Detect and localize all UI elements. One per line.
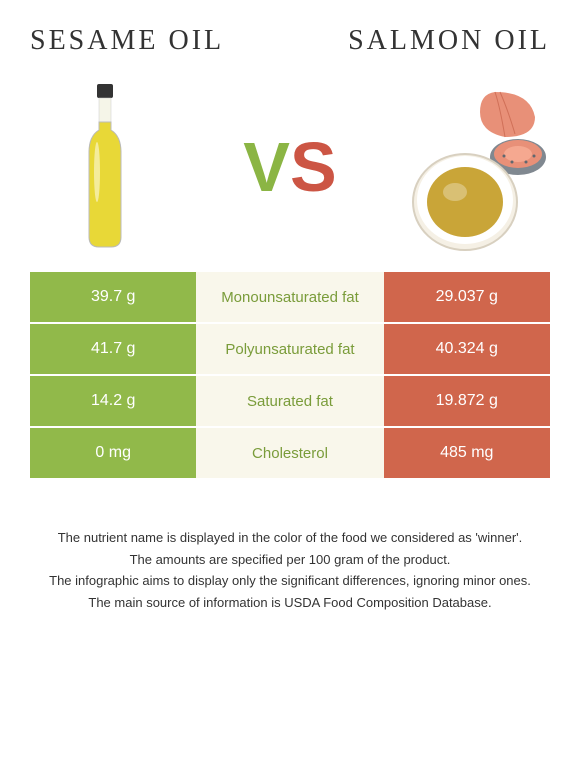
cell-right-value: 29.037 g bbox=[384, 272, 550, 322]
cell-left-value: 14.2 g bbox=[30, 376, 196, 426]
cell-right-value: 19.872 g bbox=[384, 376, 550, 426]
table-row: 39.7 gMonounsaturated fat29.037 g bbox=[30, 272, 550, 322]
images-row: VS bbox=[30, 77, 550, 257]
footer-line-4: The main source of information is USDA F… bbox=[40, 593, 540, 613]
cell-left-value: 41.7 g bbox=[30, 324, 196, 374]
salmon-oil-image bbox=[400, 77, 550, 257]
title-right: Salmon oil bbox=[348, 25, 550, 57]
comparison-table: 39.7 gMonounsaturated fat29.037 g41.7 gP… bbox=[30, 272, 550, 478]
footer-line-1: The nutrient name is displayed in the co… bbox=[40, 528, 540, 548]
table-row: 0 mgCholesterol485 mg bbox=[30, 428, 550, 478]
table-row: 14.2 gSaturated fat19.872 g bbox=[30, 376, 550, 426]
cell-right-value: 485 mg bbox=[384, 428, 550, 478]
cell-nutrient-name: Monounsaturated fat bbox=[196, 272, 383, 322]
cell-left-value: 39.7 g bbox=[30, 272, 196, 322]
cell-right-value: 40.324 g bbox=[384, 324, 550, 374]
title-left: Sesame oil bbox=[30, 25, 224, 57]
vs-s-letter: S bbox=[290, 128, 337, 206]
table-row: 41.7 gPolyunsaturated fat40.324 g bbox=[30, 324, 550, 374]
sesame-oil-image bbox=[30, 77, 180, 257]
cell-nutrient-name: Saturated fat bbox=[196, 376, 383, 426]
vs-v-letter: V bbox=[243, 128, 290, 206]
cell-nutrient-name: Polyunsaturated fat bbox=[196, 324, 383, 374]
header: Sesame oil Salmon oil bbox=[30, 25, 550, 57]
vs-label: VS bbox=[243, 127, 336, 207]
footer-line-2: The amounts are specified per 100 gram o… bbox=[40, 550, 540, 570]
footer-line-3: The infographic aims to display only the… bbox=[40, 571, 540, 591]
footer-notes: The nutrient name is displayed in the co… bbox=[30, 528, 550, 612]
cell-nutrient-name: Cholesterol bbox=[196, 428, 383, 478]
salmon-icon bbox=[400, 82, 550, 252]
cell-left-value: 0 mg bbox=[30, 428, 196, 478]
bottle-icon bbox=[75, 82, 135, 252]
